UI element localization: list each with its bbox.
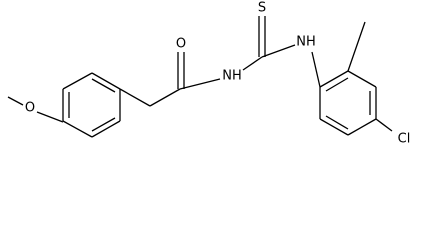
bond bbox=[91, 72, 121, 90]
bond bbox=[36, 111, 64, 123]
bond bbox=[91, 78, 116, 93]
atom-label: NH bbox=[222, 69, 242, 84]
structure-diagram: O O NH S NH Cl bbox=[7, 1, 411, 147]
bond bbox=[375, 118, 393, 132]
bond bbox=[319, 118, 349, 136]
bond bbox=[325, 77, 349, 92]
bond bbox=[7, 96, 24, 106]
atom-label: O bbox=[176, 37, 186, 52]
bond bbox=[91, 117, 116, 132]
bonds bbox=[7, 16, 393, 138]
bond bbox=[261, 44, 296, 58]
bond bbox=[347, 70, 377, 88]
bond bbox=[311, 51, 321, 88]
atom-label: O bbox=[25, 101, 35, 116]
atom-label: Cl bbox=[398, 132, 411, 147]
bond bbox=[91, 120, 121, 138]
bond bbox=[149, 88, 181, 107]
bond bbox=[62, 120, 93, 138]
bond bbox=[347, 118, 377, 136]
bond bbox=[319, 70, 349, 88]
atom-label: NH bbox=[296, 35, 316, 50]
bond bbox=[119, 88, 151, 107]
atom-label: S bbox=[258, 1, 266, 16]
bond bbox=[325, 115, 349, 130]
page: O O NH S NH Cl (() => { const data = JSO… bbox=[7, 0, 411, 147]
bond bbox=[179, 78, 221, 90]
bond bbox=[347, 21, 366, 72]
bond bbox=[62, 72, 93, 90]
bond bbox=[242, 56, 263, 71]
